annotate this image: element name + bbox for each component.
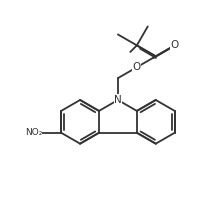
Text: NO₂: NO₂	[25, 128, 42, 137]
Text: N: N	[114, 95, 122, 105]
Text: O: O	[170, 40, 179, 50]
Text: O: O	[133, 62, 141, 72]
